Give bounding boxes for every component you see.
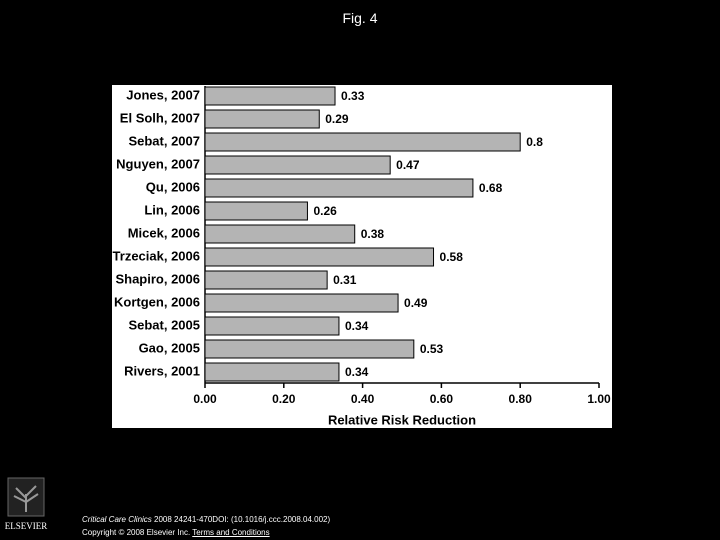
copyright: Copyright © 2008 Elsevier Inc. — [82, 528, 191, 537]
citation-line: Critical Care Clinics 2008 24241-470DOI:… — [82, 513, 330, 526]
value-label: 0.68 — [479, 181, 503, 195]
bar — [204, 109, 320, 129]
y-tick-label: Gao, 2005 — [139, 340, 200, 355]
logo-tree — [13, 485, 39, 512]
elsevier-logo: ELSEVIER — [5, 477, 48, 531]
value-label: 0.47 — [396, 158, 420, 172]
y-tick-label: Kortgen, 2006 — [114, 294, 200, 309]
footer: Critical Care Clinics 2008 24241-470DOI:… — [82, 513, 330, 539]
y-tick-label: Jones, 2007 — [126, 87, 200, 102]
x-tick-label: 0.80 — [509, 392, 533, 406]
value-label: 0.34 — [345, 319, 369, 333]
value-label: 0.31 — [333, 273, 357, 287]
logo-text: ELSEVIER — [5, 521, 48, 531]
bar — [204, 155, 391, 175]
bar — [204, 201, 308, 221]
bar — [204, 270, 328, 290]
bar — [204, 247, 435, 267]
y-tick-label: Nguyen, 2007 — [116, 156, 200, 171]
value-label: 0.49 — [404, 296, 428, 310]
bar — [204, 224, 356, 244]
value-label: 0.58 — [440, 250, 464, 264]
y-tick-label: Sebat, 2005 — [128, 317, 200, 332]
value-label: 0.53 — [420, 342, 444, 356]
x-tick-label: 0.40 — [351, 392, 375, 406]
y-tick-label: Micek, 2006 — [128, 225, 200, 240]
value-label: 0.8 — [526, 135, 543, 149]
bar — [204, 362, 340, 382]
slide-title: Fig. 4 — [342, 10, 378, 26]
bar — [204, 339, 415, 359]
x-tick-label: 0.00 — [193, 392, 217, 406]
y-tick-label: Trzeciak, 2006 — [113, 248, 200, 263]
y-tick-label: El Solh, 2007 — [120, 110, 200, 125]
y-tick-label: Shapiro, 2006 — [115, 271, 200, 286]
y-tick-label: Lin, 2006 — [144, 202, 200, 217]
y-tick-label: Sebat, 2007 — [128, 133, 200, 148]
value-label: 0.38 — [361, 227, 385, 241]
x-tick-label: 1.00 — [587, 392, 611, 406]
x-tick-label: 0.20 — [272, 392, 296, 406]
value-label: 0.29 — [325, 112, 349, 126]
copyright-line: Copyright © 2008 Elsevier Inc. Terms and… — [82, 526, 330, 539]
value-label: 0.34 — [345, 365, 369, 379]
value-label: 0.26 — [313, 204, 337, 218]
x-tick-label: 0.60 — [430, 392, 454, 406]
y-tick-label: Rivers, 2001 — [124, 363, 200, 378]
bar — [204, 132, 521, 152]
journal: Critical Care Clinics — [82, 515, 152, 524]
citation: 2008 24241-470DOI: (10.1016/j.ccc.2008.0… — [154, 515, 331, 524]
terms-link[interactable]: Terms and Conditions — [192, 528, 270, 537]
bar — [204, 86, 336, 106]
bar — [204, 293, 399, 313]
value-label: 0.33 — [341, 89, 365, 103]
bar — [204, 316, 340, 336]
bar — [204, 178, 474, 198]
y-tick-label: Qu, 2006 — [146, 179, 200, 194]
x-axis-label: Relative Risk Reduction — [328, 412, 476, 427]
